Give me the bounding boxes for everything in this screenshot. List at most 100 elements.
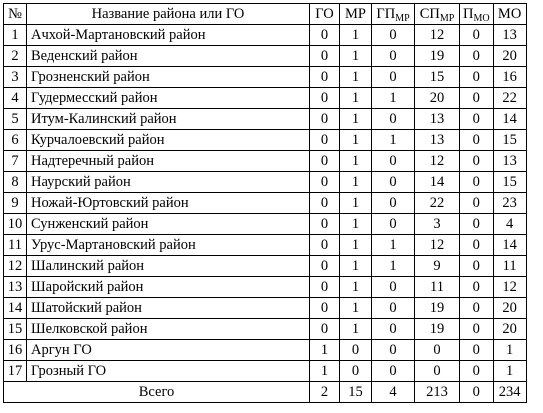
row-go: 0 (309, 129, 340, 151)
row-go: 0 (309, 45, 340, 67)
row-gp: 0 (371, 150, 415, 172)
row-mr: 1 (339, 150, 372, 172)
row-p: 0 (459, 234, 494, 256)
row-gp: 0 (371, 297, 415, 319)
row-name: Урус-Мартановский район (26, 234, 310, 256)
row-name: Итум-Калинский район (26, 108, 310, 130)
row-sp: 3 (414, 213, 460, 235)
total-sp: 213 (414, 381, 460, 403)
row-gp: 0 (371, 171, 415, 193)
row-go: 0 (309, 171, 340, 193)
total-row: Всего 2 15 4 213 0 234 (3, 381, 527, 403)
row-num: 15 (3, 318, 27, 340)
row-mr: 0 (339, 360, 372, 382)
table-row: 11 Урус-Мартановский район 0 1 1 12 0 14 (3, 234, 527, 256)
header-name: Название района или ГО (26, 3, 310, 25)
table-row: 14 Шатойский район 0 1 0 19 0 20 (3, 297, 527, 319)
row-mo: 20 (492, 45, 527, 67)
row-name: Шатойский район (26, 297, 310, 319)
row-mr: 1 (339, 192, 372, 214)
row-mo: 1 (492, 360, 527, 382)
header-sp-main: СП (419, 5, 440, 22)
row-go: 0 (309, 192, 340, 214)
row-num: 3 (3, 66, 27, 88)
row-mr: 1 (339, 297, 372, 319)
row-name: Грозненский район (26, 66, 310, 88)
table-row: 4 Гудермесский район 0 1 1 20 0 22 (3, 87, 527, 109)
row-gp: 0 (371, 339, 415, 361)
row-gp: 0 (371, 360, 415, 382)
table-row: 17 Грозный ГО 1 0 0 0 0 1 (3, 360, 527, 382)
row-mr: 1 (339, 45, 372, 67)
row-gp: 0 (371, 24, 415, 46)
row-sp: 15 (414, 66, 460, 88)
row-go: 1 (309, 360, 340, 382)
row-gp: 1 (371, 255, 415, 277)
row-mo: 13 (492, 150, 527, 172)
row-gp: 0 (371, 192, 415, 214)
row-num: 9 (3, 192, 27, 214)
row-mr: 1 (339, 129, 372, 151)
row-gp: 1 (371, 87, 415, 109)
row-num: 1 (3, 24, 27, 46)
total-label: Всего (3, 381, 310, 403)
row-mo: 16 (492, 66, 527, 88)
row-mo: 23 (492, 192, 527, 214)
row-num: 6 (3, 129, 27, 151)
header-go: ГО (309, 3, 340, 25)
row-mr: 1 (339, 87, 372, 109)
row-p: 0 (459, 45, 494, 67)
row-mo: 22 (492, 87, 527, 109)
row-p: 0 (459, 24, 494, 46)
row-name: Шалинский район (26, 255, 310, 277)
table-row: 7 Надтеречный район 0 1 0 12 0 13 (3, 150, 527, 172)
row-num: 5 (3, 108, 27, 130)
row-mo: 15 (492, 171, 527, 193)
row-mr: 1 (339, 318, 372, 340)
row-num: 7 (3, 150, 27, 172)
row-p: 0 (459, 150, 494, 172)
row-gp: 0 (371, 66, 415, 88)
header-sp-sub: МР (439, 12, 455, 24)
total-go: 2 (309, 381, 340, 403)
table-row: 5 Итум-Калинский район 0 1 0 13 0 14 (3, 108, 527, 130)
row-mr: 1 (339, 171, 372, 193)
row-num: 12 (3, 255, 27, 277)
row-num: 8 (3, 171, 27, 193)
row-sp: 12 (414, 24, 460, 46)
row-mo: 4 (492, 213, 527, 235)
row-mr: 1 (339, 276, 372, 298)
row-mr: 1 (339, 66, 372, 88)
table-row: 12 Шалинский район 0 1 1 9 0 11 (3, 255, 527, 277)
row-name: Грозный ГО (26, 360, 310, 382)
row-p: 0 (459, 255, 494, 277)
table-row: 8 Наурский район 0 1 0 14 0 15 (3, 171, 527, 193)
row-name: Веденский район (26, 45, 310, 67)
row-sp: 12 (414, 150, 460, 172)
table-row: 9 Ножай-Юртовский район 0 1 0 22 0 23 (3, 192, 527, 214)
row-sp: 11 (414, 276, 460, 298)
table-row: 2 Веденский район 0 1 0 19 0 20 (3, 45, 527, 67)
row-sp: 19 (414, 45, 460, 67)
row-mr: 1 (339, 213, 372, 235)
total-mo: 234 (492, 381, 527, 403)
row-p: 0 (459, 87, 494, 109)
row-p: 0 (459, 213, 494, 235)
table-row: 6 Курчалоевский район 0 1 1 13 0 15 (3, 129, 527, 151)
table-row: 16 Аргун ГО 1 0 0 0 0 1 (3, 339, 527, 361)
header-gp-main: ГП (376, 5, 396, 22)
row-mr: 1 (339, 108, 372, 130)
row-p: 0 (459, 108, 494, 130)
row-go: 0 (309, 255, 340, 277)
row-go: 1 (309, 339, 340, 361)
row-go: 0 (309, 24, 340, 46)
row-sp: 22 (414, 192, 460, 214)
row-mr: 0 (339, 339, 372, 361)
total-p: 0 (459, 381, 494, 403)
row-sp: 20 (414, 87, 460, 109)
row-mo: 12 (492, 276, 527, 298)
row-num: 14 (3, 297, 27, 319)
row-name: Шелковской район (26, 318, 310, 340)
row-go: 0 (309, 108, 340, 130)
row-num: 11 (3, 234, 27, 256)
